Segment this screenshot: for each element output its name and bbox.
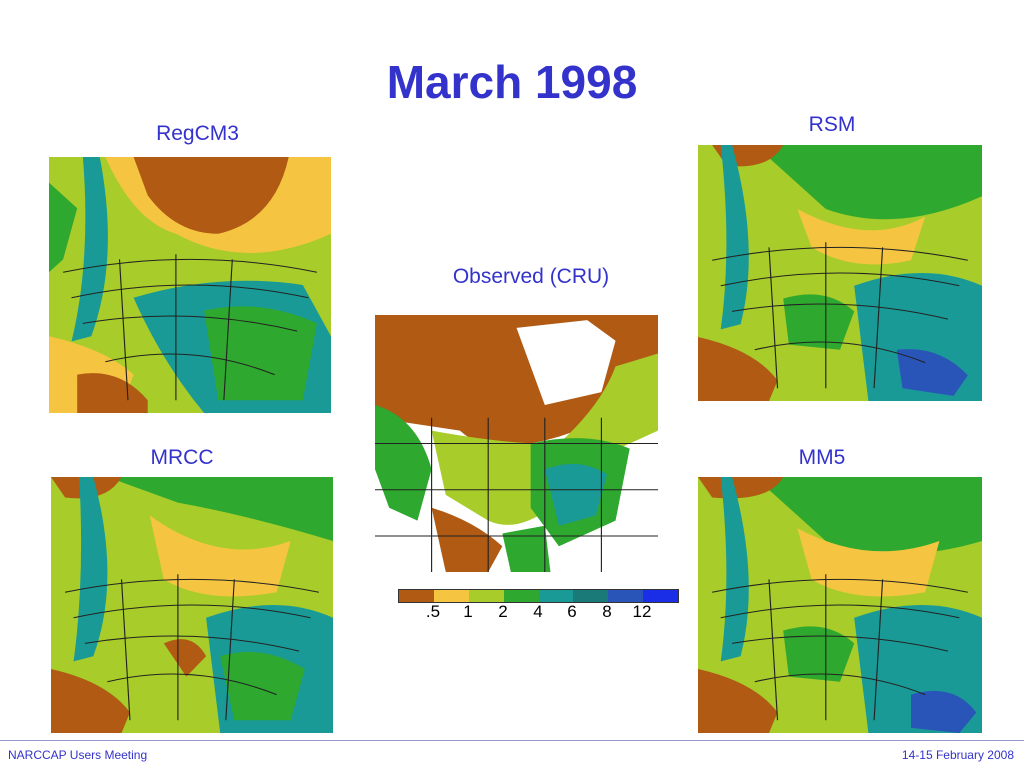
legend-swatch xyxy=(643,590,678,602)
footer-right: 14-15 February 2008 xyxy=(901,748,1014,762)
map-label-mm5: MM5 xyxy=(798,446,846,469)
legend-swatch xyxy=(503,590,539,602)
map-mm5 xyxy=(698,477,982,733)
legend-swatch xyxy=(468,590,504,602)
slide-title: March 1998 xyxy=(386,56,638,108)
map-mrcc xyxy=(51,477,333,733)
legend-swatch xyxy=(573,590,609,602)
legend-tick: 6 xyxy=(567,602,577,621)
legend-swatch xyxy=(538,590,574,602)
legend-tick: 8 xyxy=(602,602,612,621)
precip-color-legend xyxy=(398,589,679,603)
legend-swatch xyxy=(399,590,434,602)
legend-tick: 4 xyxy=(533,602,543,621)
legend-tick: 1 xyxy=(463,602,473,621)
legend-swatch xyxy=(433,590,469,602)
legend-ticks: .5 1 2 4 6 8 12 xyxy=(398,602,688,622)
map-rsm xyxy=(698,145,982,401)
legend-tick: .5 xyxy=(425,602,441,621)
footer-left: NARCCAP Users Meeting xyxy=(8,748,148,762)
map-label-rsm: RSM xyxy=(808,113,856,136)
map-regcm3 xyxy=(49,157,331,413)
map-label-observed: Observed (CRU) xyxy=(452,265,610,288)
legend-tick: 2 xyxy=(498,602,508,621)
map-observed xyxy=(375,315,658,572)
map-label-regcm3: RegCM3 xyxy=(156,122,239,145)
legend-tick: 12 xyxy=(632,602,652,621)
map-label-mrcc: MRCC xyxy=(150,446,214,469)
footer-divider xyxy=(0,740,1024,741)
legend-swatch xyxy=(608,590,644,602)
